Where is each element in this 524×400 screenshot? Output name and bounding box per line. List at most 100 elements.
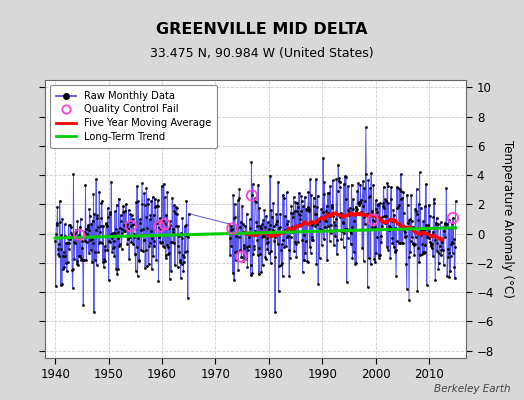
Point <box>267 207 275 213</box>
Point <box>337 236 345 242</box>
Point <box>311 211 320 217</box>
Point <box>296 216 304 222</box>
Point <box>180 223 189 229</box>
Point <box>59 266 68 272</box>
Point <box>423 234 431 240</box>
Point <box>338 212 346 218</box>
Point <box>113 234 122 241</box>
Point <box>244 247 252 254</box>
Point <box>144 196 152 202</box>
Point <box>410 241 419 247</box>
Point <box>58 216 67 222</box>
Point <box>251 195 259 202</box>
Point <box>379 200 387 206</box>
Point <box>76 253 84 260</box>
Point <box>267 248 276 254</box>
Point <box>72 226 80 233</box>
Point <box>419 250 428 256</box>
Point <box>139 236 148 243</box>
Point <box>361 198 369 204</box>
Point <box>64 222 73 228</box>
Point <box>301 238 310 244</box>
Point <box>314 281 322 287</box>
Point <box>92 226 100 233</box>
Point <box>264 219 272 226</box>
Point <box>409 241 417 248</box>
Point <box>443 220 451 227</box>
Point <box>358 203 367 210</box>
Point <box>147 227 155 234</box>
Point <box>447 241 455 248</box>
Point <box>152 218 161 225</box>
Point <box>346 228 354 234</box>
Point <box>380 213 389 220</box>
Point <box>355 202 363 208</box>
Point <box>176 259 184 265</box>
Point <box>155 234 163 240</box>
Point <box>357 211 366 217</box>
Point <box>86 212 94 219</box>
Point <box>109 245 117 252</box>
Point <box>107 235 116 242</box>
Point <box>334 162 342 168</box>
Point <box>276 224 284 230</box>
Point <box>315 218 323 224</box>
Point <box>80 234 89 240</box>
Point <box>174 242 182 249</box>
Point <box>414 217 422 224</box>
Point <box>351 211 359 217</box>
Point <box>94 248 103 255</box>
Point <box>170 208 179 214</box>
Point <box>153 220 161 226</box>
Point <box>112 266 121 272</box>
Point <box>334 175 343 182</box>
Point <box>160 221 169 228</box>
Point <box>341 173 349 180</box>
Point <box>339 220 347 226</box>
Point <box>77 215 85 222</box>
Point <box>236 224 244 230</box>
Text: Berkeley Earth: Berkeley Earth <box>434 384 511 394</box>
Point <box>346 205 354 212</box>
Point <box>313 204 321 210</box>
Point <box>86 237 94 243</box>
Point <box>255 271 263 278</box>
Point <box>243 264 252 270</box>
Point <box>156 238 165 245</box>
Point <box>320 178 329 185</box>
Point <box>105 238 113 244</box>
Point <box>136 220 144 227</box>
Point <box>130 230 138 237</box>
Point <box>411 206 419 212</box>
Point <box>442 224 450 230</box>
Point <box>62 240 71 246</box>
Point <box>183 232 191 239</box>
Point <box>250 228 259 234</box>
Point <box>236 219 245 225</box>
Point <box>248 192 256 199</box>
Point <box>257 225 265 231</box>
Point <box>352 203 360 210</box>
Point <box>438 236 446 243</box>
Point <box>439 224 447 231</box>
Point <box>301 250 310 256</box>
Point <box>227 230 236 236</box>
Point <box>311 223 319 229</box>
Point <box>155 224 163 230</box>
Point <box>305 208 313 215</box>
Point <box>51 238 59 244</box>
Point <box>444 253 452 260</box>
Point <box>252 219 260 225</box>
Point <box>171 262 179 268</box>
Point <box>81 238 89 244</box>
Point <box>64 235 72 242</box>
Point <box>400 229 409 235</box>
Point <box>384 246 392 253</box>
Point <box>288 224 296 230</box>
Point <box>159 218 167 224</box>
Point <box>308 222 316 228</box>
Point <box>271 254 280 260</box>
Point <box>285 246 293 253</box>
Point <box>181 249 189 255</box>
Point <box>158 182 166 189</box>
